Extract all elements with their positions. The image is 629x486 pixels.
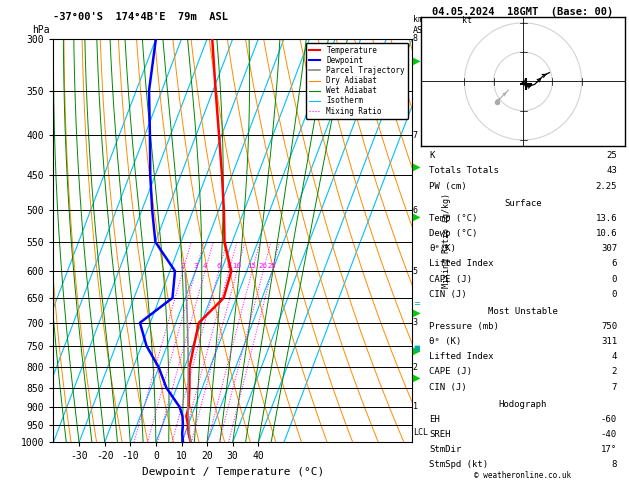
Text: 6: 6 (413, 206, 418, 214)
Text: 10: 10 (233, 263, 242, 269)
Text: 2: 2 (611, 367, 617, 377)
Text: 750: 750 (601, 322, 617, 331)
Text: ▶: ▶ (413, 212, 421, 222)
Text: 7: 7 (611, 382, 617, 392)
Text: Hodograph: Hodograph (499, 399, 547, 409)
X-axis label: Dewpoint / Temperature (°C): Dewpoint / Temperature (°C) (142, 467, 324, 477)
Text: 5: 5 (413, 267, 418, 276)
Text: 7: 7 (413, 131, 418, 140)
Text: -40: -40 (601, 430, 617, 439)
Text: ▶: ▶ (413, 162, 421, 172)
Text: StmDir: StmDir (429, 445, 461, 454)
Text: 25: 25 (267, 263, 276, 269)
Text: 4: 4 (611, 352, 617, 361)
Text: 4: 4 (203, 263, 207, 269)
Text: ▶: ▶ (413, 55, 421, 66)
Text: Surface: Surface (504, 199, 542, 208)
Text: Temp (°C): Temp (°C) (429, 214, 477, 223)
Text: 13.6: 13.6 (596, 214, 617, 223)
Text: CAPE (J): CAPE (J) (429, 275, 472, 283)
Text: 04.05.2024  18GMT  (Base: 00): 04.05.2024 18GMT (Base: 00) (432, 7, 614, 17)
Text: 17°: 17° (601, 445, 617, 454)
Text: 2: 2 (413, 363, 418, 372)
Text: 8: 8 (611, 460, 617, 469)
Text: 3: 3 (413, 318, 418, 327)
Text: Dewp (°C): Dewp (°C) (429, 229, 477, 238)
Text: -60: -60 (601, 415, 617, 424)
Text: 8: 8 (413, 35, 418, 43)
Text: PW (cm): PW (cm) (429, 182, 467, 191)
Text: ▶: ▶ (413, 373, 421, 383)
Text: θᵉ(K): θᵉ(K) (429, 244, 456, 253)
Text: Lifted Index: Lifted Index (429, 260, 494, 268)
Text: Most Unstable: Most Unstable (488, 307, 558, 316)
Text: 2.25: 2.25 (596, 182, 617, 191)
Text: 0: 0 (611, 290, 617, 299)
Text: 15: 15 (248, 263, 257, 269)
Text: CAPE (J): CAPE (J) (429, 367, 472, 377)
Text: 8: 8 (226, 263, 231, 269)
Text: ■: ■ (413, 345, 420, 351)
Text: 20: 20 (259, 263, 268, 269)
Text: Totals Totals: Totals Totals (429, 167, 499, 175)
Text: -37°00'S  174°4B'E  79m  ASL: -37°00'S 174°4B'E 79m ASL (53, 12, 228, 22)
Text: ▶: ▶ (413, 346, 421, 355)
Text: 1: 1 (413, 402, 418, 412)
Text: 2: 2 (181, 263, 185, 269)
Text: 6: 6 (611, 260, 617, 268)
Text: ▶: ▶ (413, 308, 421, 318)
Text: Pressure (mb): Pressure (mb) (429, 322, 499, 331)
Text: 43: 43 (606, 167, 617, 175)
Legend: Temperature, Dewpoint, Parcel Trajectory, Dry Adiabat, Wet Adiabat, Isotherm, Mi: Temperature, Dewpoint, Parcel Trajectory… (306, 43, 408, 119)
Text: Lifted Index: Lifted Index (429, 352, 494, 361)
Text: CIN (J): CIN (J) (429, 290, 467, 299)
Text: EH: EH (429, 415, 440, 424)
Text: =: = (413, 299, 420, 308)
Text: K: K (429, 151, 435, 160)
Text: © weatheronline.co.uk: © weatheronline.co.uk (474, 471, 572, 480)
Text: Mixing Ratio (g/kg): Mixing Ratio (g/kg) (442, 193, 451, 288)
Text: LCL: LCL (413, 428, 428, 436)
Text: 0: 0 (611, 275, 617, 283)
Text: 25: 25 (606, 151, 617, 160)
Text: CIN (J): CIN (J) (429, 382, 467, 392)
Text: 311: 311 (601, 337, 617, 346)
Text: hPa: hPa (32, 25, 50, 35)
Text: 10.6: 10.6 (596, 229, 617, 238)
Text: StmSpd (kt): StmSpd (kt) (429, 460, 488, 469)
Text: 3: 3 (193, 263, 198, 269)
Text: 6: 6 (216, 263, 221, 269)
Text: 307: 307 (601, 244, 617, 253)
Text: km
ASL: km ASL (413, 16, 428, 35)
Text: SREH: SREH (429, 430, 450, 439)
Text: kt: kt (462, 16, 472, 25)
Text: θᵉ (K): θᵉ (K) (429, 337, 461, 346)
